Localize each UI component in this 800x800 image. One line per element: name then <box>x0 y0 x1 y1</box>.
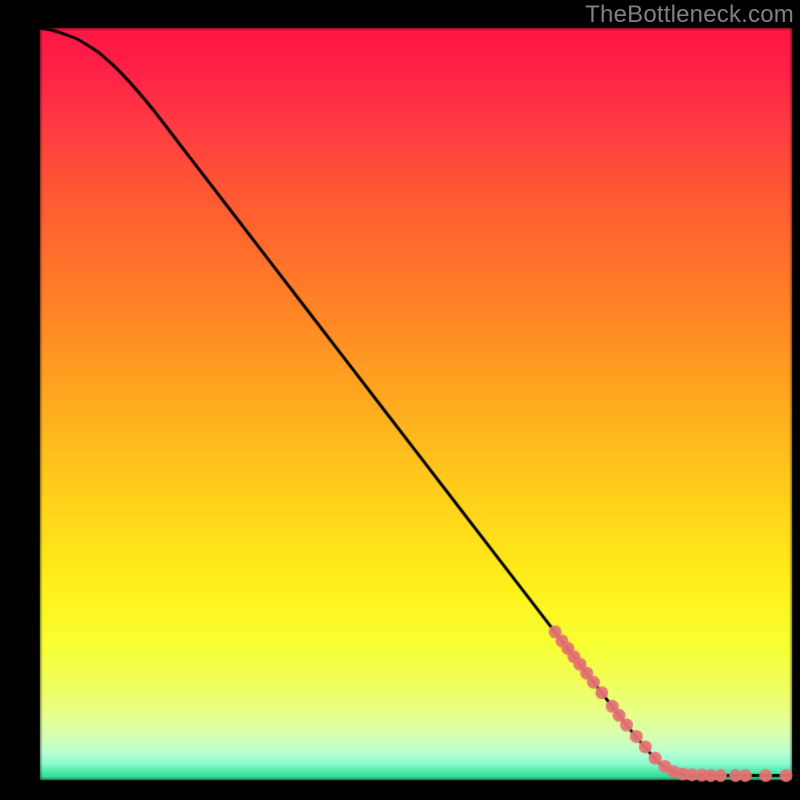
chart-container: TheBottleneck.com <box>0 0 800 800</box>
bottleneck-curve-chart <box>0 0 800 800</box>
